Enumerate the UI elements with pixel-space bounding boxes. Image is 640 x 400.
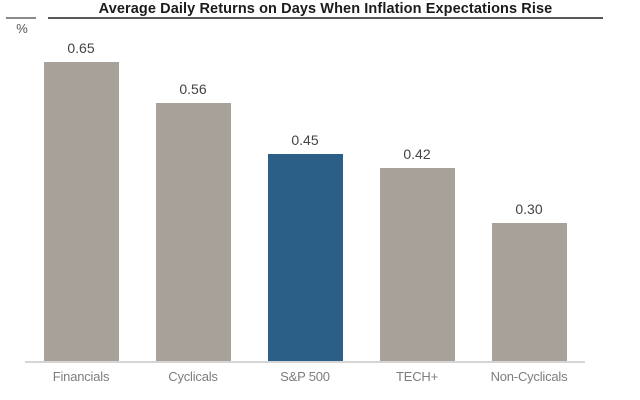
bar-group-s-p-500: 0.45 (249, 132, 361, 362)
bar-group-non-cyclicals: 0.30 (473, 201, 585, 362)
bar-group-tech: 0.42 (361, 146, 473, 362)
x-axis-label-tech: TECH+ (396, 369, 438, 384)
bar-value-label-financials: 0.65 (67, 40, 95, 56)
title-underline (48, 17, 603, 19)
bar-tech (379, 168, 455, 362)
bar-non-cyclicals (491, 223, 567, 362)
plot-area: 0.65 0.56 0.45 0.42 0.30 (25, 0, 585, 362)
bar-value-label-non-cyclicals: 0.30 (515, 201, 543, 217)
bar-cyclicals (155, 103, 231, 362)
x-axis-line (25, 361, 585, 363)
y-axis-unit-rule (6, 17, 36, 19)
bar-group-cyclicals: 0.56 (137, 81, 249, 362)
x-axis-label-s-p-500: S&P 500 (280, 369, 330, 384)
bar-financials (43, 62, 119, 362)
bar-value-label-tech: 0.42 (403, 146, 431, 162)
x-axis-label-financials: Financials (52, 369, 110, 384)
chart-title: Average Daily Returns on Days When Infla… (98, 1, 553, 17)
x-axis-labels: Financials Cyclicals S&P 500 TECH+ Non-Cycli… (25, 369, 585, 384)
bar-group-financials: 0.65 (25, 40, 137, 362)
x-axis-label-non-cyclicals: Non-Cyclicals (490, 369, 568, 384)
bar-s-p-500 (267, 154, 343, 362)
x-axis-label-cyclicals: Cyclicals (168, 369, 218, 384)
bar-value-label-s-p-500: 0.45 (291, 132, 319, 148)
y-axis-unit-label: % (16, 21, 28, 36)
bar-value-label-cyclicals: 0.56 (179, 81, 207, 97)
